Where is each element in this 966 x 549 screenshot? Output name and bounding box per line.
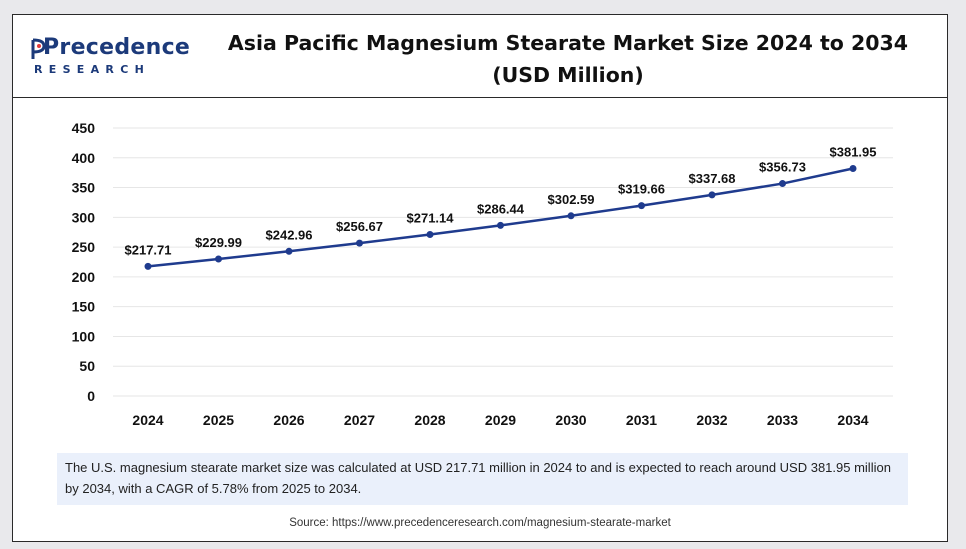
logo-subtitle: RESEARCH	[34, 63, 151, 76]
x-tick-label: 2029	[485, 412, 516, 428]
data-label: $286.44	[477, 201, 525, 216]
data-point	[215, 255, 222, 263]
data-point	[144, 262, 152, 270]
x-tick-label: 2034	[837, 412, 868, 428]
brand-logo: Precedence RESEARCH	[31, 35, 190, 81]
data-point	[567, 212, 575, 220]
y-tick-label: 150	[72, 299, 96, 315]
summary-note: The U.S. magnesium stearate market size …	[57, 453, 908, 505]
chart-title-line2: (USD Million)	[492, 63, 644, 87]
data-label: $337.68	[689, 171, 736, 186]
data-label: $229.99	[195, 235, 242, 250]
y-tick-label: 400	[72, 150, 96, 166]
x-tick-label: 2031	[626, 412, 657, 428]
data-label: $256.67	[336, 219, 383, 234]
data-point	[285, 247, 293, 255]
data-point	[708, 191, 716, 199]
y-tick-label: 100	[72, 328, 96, 344]
data-label: $356.73	[759, 160, 806, 175]
logo-mark-icon	[31, 38, 46, 59]
y-tick-label: 50	[79, 358, 95, 374]
y-tick-label: 200	[72, 269, 96, 285]
data-label: $319.66	[618, 182, 665, 197]
data-point	[356, 239, 363, 247]
data-point	[849, 165, 857, 173]
y-tick-label: 350	[72, 180, 96, 196]
data-label: $217.71	[125, 242, 172, 257]
x-tick-label: 2032	[696, 412, 727, 428]
x-tick-label: 2028	[414, 412, 445, 428]
data-point	[497, 221, 504, 229]
chart-title: Asia Pacific Magnesium Stearate Market S…	[213, 27, 923, 91]
x-tick-label: 2033	[767, 412, 798, 428]
y-tick-label: 300	[72, 209, 96, 225]
data-label: $242.96	[266, 227, 313, 242]
source-citation: Source: https://www.precedenceresearch.c…	[289, 517, 671, 529]
y-tick-label: 450	[72, 120, 96, 136]
y-tick-label: 0	[87, 388, 95, 404]
data-label: $302.59	[548, 192, 595, 207]
data-point	[426, 231, 434, 239]
header: Precedence RESEARCH Asia Pacific Magnesi…	[13, 15, 947, 98]
data-label: $271.14	[407, 211, 455, 226]
data-point	[638, 202, 645, 210]
x-tick-label: 2027	[344, 412, 375, 428]
chart-title-line1: Asia Pacific Magnesium Stearate Market S…	[227, 31, 909, 55]
x-tick-label: 2025	[203, 412, 234, 428]
data-label: $381.95	[830, 145, 877, 160]
x-tick-label: 2026	[273, 412, 304, 428]
logo-wordmark: Precedence	[43, 35, 191, 60]
chart-card: Precedence RESEARCH Asia Pacific Magnesi…	[12, 14, 948, 542]
x-tick-label: 2030	[555, 412, 586, 428]
y-tick-label: 250	[72, 239, 96, 255]
line-chart: 0 50 100 150 200 250 300 350 400 450 2024 2025 2026 2…	[72, 120, 893, 428]
data-point	[779, 180, 786, 188]
x-tick-label: 2024	[132, 412, 163, 428]
